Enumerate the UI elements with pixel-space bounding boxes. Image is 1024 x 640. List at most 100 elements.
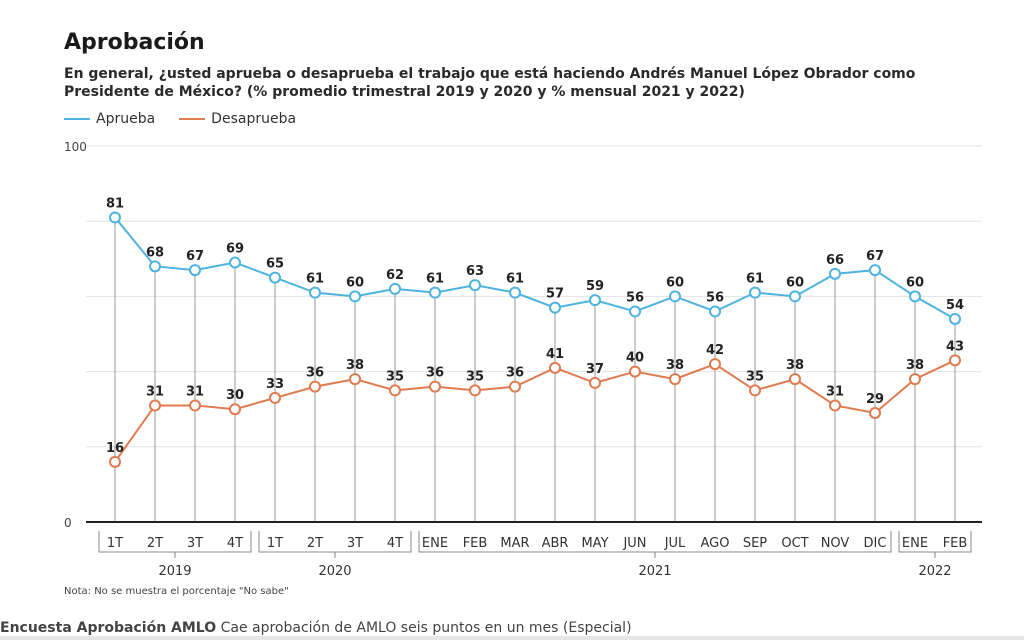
data-label-desaprueba: 36 xyxy=(306,366,324,381)
x-tick-label: FEB xyxy=(943,536,968,551)
data-label-aprueba: 67 xyxy=(186,249,204,264)
data-label-aprueba: 61 xyxy=(746,272,764,287)
data-point-aprueba xyxy=(349,290,361,303)
data-point-desaprueba xyxy=(749,384,761,397)
data-label-aprueba: 60 xyxy=(786,275,804,290)
data-point-desaprueba xyxy=(189,399,201,412)
data-label-desaprueba: 43 xyxy=(946,339,964,354)
data-point-desaprueba xyxy=(309,380,321,393)
x-tick-label: MAY xyxy=(581,536,608,551)
legend-item-desaprueba: Desaprueba xyxy=(179,111,296,127)
data-point-aprueba xyxy=(589,294,601,307)
x-tick-label: 2T xyxy=(307,536,323,551)
x-tick-label: 3T xyxy=(187,536,203,551)
group-label: 2020 xyxy=(318,564,351,579)
group-label: 2021 xyxy=(638,564,671,579)
data-label-desaprueba: 38 xyxy=(666,358,684,373)
x-tick-label: JUN xyxy=(622,536,646,551)
data-point-aprueba xyxy=(269,271,281,284)
x-tick-label: FEB xyxy=(463,536,488,551)
data-label-aprueba: 57 xyxy=(546,287,564,302)
data-point-desaprueba xyxy=(669,373,681,386)
legend-label-desaprueba: Desaprueba xyxy=(211,111,297,127)
data-label-desaprueba: 37 xyxy=(586,362,604,377)
data-point-desaprueba xyxy=(109,455,121,468)
chart-subtitle: En general, ¿usted aprueba o desaprueba … xyxy=(64,66,916,100)
data-label-aprueba: 66 xyxy=(826,253,844,268)
data-point-aprueba xyxy=(509,286,521,299)
data-point-desaprueba xyxy=(269,391,281,404)
legend-swatch-desaprueba xyxy=(179,118,206,120)
data-label-aprueba: 61 xyxy=(506,272,524,287)
x-tick-label: ENE xyxy=(422,536,448,551)
data-label-aprueba: 60 xyxy=(666,275,684,290)
legend-item-aprueba: Aprueba xyxy=(64,111,155,127)
legend: Aprueba Desaprueba xyxy=(64,111,296,127)
data-label-aprueba: 65 xyxy=(266,257,284,272)
data-label-desaprueba: 38 xyxy=(346,358,364,373)
caption-bold: Encuesta Aprobación AMLO xyxy=(0,620,217,636)
x-tick-label: 2T xyxy=(147,536,163,551)
image-caption: Encuesta Aprobación AMLO Cae aprobación … xyxy=(0,620,632,636)
data-label-aprueba: 60 xyxy=(346,275,364,290)
data-label-aprueba: 54 xyxy=(946,298,964,313)
chart-title: Aprobación xyxy=(64,30,205,55)
data-point-aprueba xyxy=(189,264,201,277)
x-tick-label: 4T xyxy=(387,536,403,551)
x-tick-label: AGO xyxy=(701,536,730,551)
data-point-desaprueba xyxy=(509,380,521,393)
data-point-desaprueba xyxy=(349,373,361,386)
legend-label-aprueba: Aprueba xyxy=(96,111,156,127)
data-label-aprueba: 62 xyxy=(386,268,404,283)
x-tick-label: 1T xyxy=(267,536,283,551)
data-label-aprueba: 56 xyxy=(706,290,724,305)
data-point-aprueba xyxy=(549,301,561,314)
legend-swatch-aprueba xyxy=(64,118,90,120)
data-point-desaprueba xyxy=(589,376,601,389)
data-point-aprueba xyxy=(789,290,801,303)
data-point-desaprueba xyxy=(629,365,641,378)
data-point-desaprueba xyxy=(549,361,561,374)
data-label-desaprueba: 29 xyxy=(866,392,884,407)
series-line-aprueba xyxy=(114,216,956,320)
y-tick-label: 0 xyxy=(64,516,72,530)
data-label-desaprueba: 31 xyxy=(826,384,844,399)
data-label-aprueba: 68 xyxy=(146,245,164,260)
data-point-desaprueba xyxy=(789,373,801,386)
data-label-desaprueba: 38 xyxy=(786,358,804,373)
data-point-aprueba xyxy=(389,282,401,295)
data-label-aprueba: 63 xyxy=(466,264,484,279)
data-label-desaprueba: 30 xyxy=(226,388,244,403)
data-point-aprueba xyxy=(229,256,241,269)
x-tick-label: JUL xyxy=(664,536,686,551)
y-tick-label: 100 xyxy=(64,140,87,154)
group-label: 2022 xyxy=(918,564,951,579)
data-label-aprueba: 61 xyxy=(426,272,444,287)
data-label-desaprueba: 35 xyxy=(746,369,764,384)
data-label-desaprueba: 42 xyxy=(706,343,724,358)
data-label-desaprueba: 38 xyxy=(906,358,924,373)
data-point-aprueba xyxy=(429,286,441,299)
data-point-aprueba xyxy=(309,286,321,299)
data-point-desaprueba xyxy=(469,384,481,397)
data-label-aprueba: 61 xyxy=(306,272,324,287)
data-label-aprueba: 60 xyxy=(906,275,924,290)
data-label-aprueba: 67 xyxy=(866,249,884,264)
x-tick-label: ENE xyxy=(902,536,928,551)
data-point-aprueba xyxy=(949,312,961,325)
data-point-aprueba xyxy=(869,264,881,277)
data-label-aprueba: 56 xyxy=(626,290,644,305)
data-label-desaprueba: 40 xyxy=(626,351,644,366)
data-point-aprueba xyxy=(829,267,841,280)
data-point-aprueba xyxy=(629,305,641,318)
data-point-desaprueba xyxy=(709,358,721,371)
data-point-aprueba xyxy=(669,290,681,303)
data-label-desaprueba: 36 xyxy=(426,366,444,381)
data-label-desaprueba: 35 xyxy=(466,369,484,384)
data-point-desaprueba xyxy=(389,384,401,397)
x-tick-label: 4T xyxy=(227,536,243,551)
data-point-desaprueba xyxy=(229,403,241,416)
x-tick-label: DIC xyxy=(864,536,887,551)
data-point-aprueba xyxy=(109,211,121,224)
chart-note: Nota: No se muestra el porcentaje "No sa… xyxy=(64,586,289,597)
